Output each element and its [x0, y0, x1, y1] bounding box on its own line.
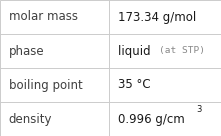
Text: boiling point: boiling point [9, 78, 83, 92]
Text: liquid: liquid [118, 44, 158, 58]
Text: phase: phase [9, 44, 44, 58]
Text: 173.34 g/mol: 173.34 g/mol [118, 10, 196, 24]
Text: 0.996 g/cm: 0.996 g/cm [118, 112, 185, 126]
Text: (at STP): (at STP) [159, 47, 205, 55]
Text: molar mass: molar mass [9, 10, 78, 24]
Text: density: density [9, 112, 52, 126]
Text: 3: 3 [197, 105, 202, 114]
Text: 35 °C: 35 °C [118, 78, 151, 92]
